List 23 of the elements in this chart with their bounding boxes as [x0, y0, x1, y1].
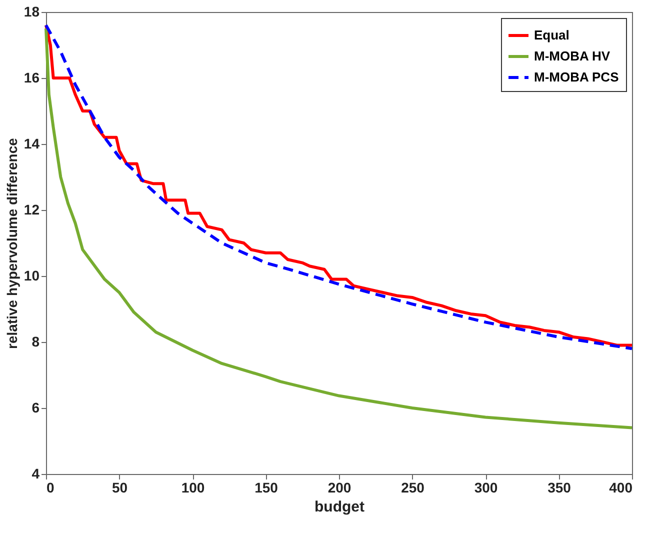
- x-tick-label: 300: [474, 480, 498, 496]
- x-tick-label: 50: [112, 480, 128, 496]
- x-tick-label: 250: [401, 480, 425, 496]
- y-tick-label: 12: [24, 202, 40, 218]
- x-tick-label: 200: [328, 480, 352, 496]
- legend-label: Equal: [534, 28, 570, 42]
- legend-label: M-MOBA PCS: [534, 70, 620, 84]
- y-tick-label: 4: [32, 466, 40, 482]
- x-tick-label: 350: [548, 480, 572, 496]
- x-tick-label: 400: [609, 480, 633, 496]
- legend-label: M-MOBA HV: [534, 48, 610, 64]
- y-axis-title: relative hypervolume difference: [4, 138, 20, 349]
- y-tick-label: 18: [24, 4, 40, 20]
- y-tick-label: 8: [32, 334, 40, 350]
- y-tick-label: 10: [24, 268, 40, 284]
- x-axis-title: budget: [314, 498, 364, 516]
- y-tick-label: 16: [24, 70, 40, 86]
- y-tick-label: 14: [24, 136, 40, 152]
- x-tick-label: 0: [46, 480, 54, 496]
- y-tick-label: 6: [32, 400, 40, 416]
- line-series: [44, 27, 634, 430]
- x-tick-label: 150: [254, 480, 278, 496]
- x-tick-label: 100: [181, 480, 205, 496]
